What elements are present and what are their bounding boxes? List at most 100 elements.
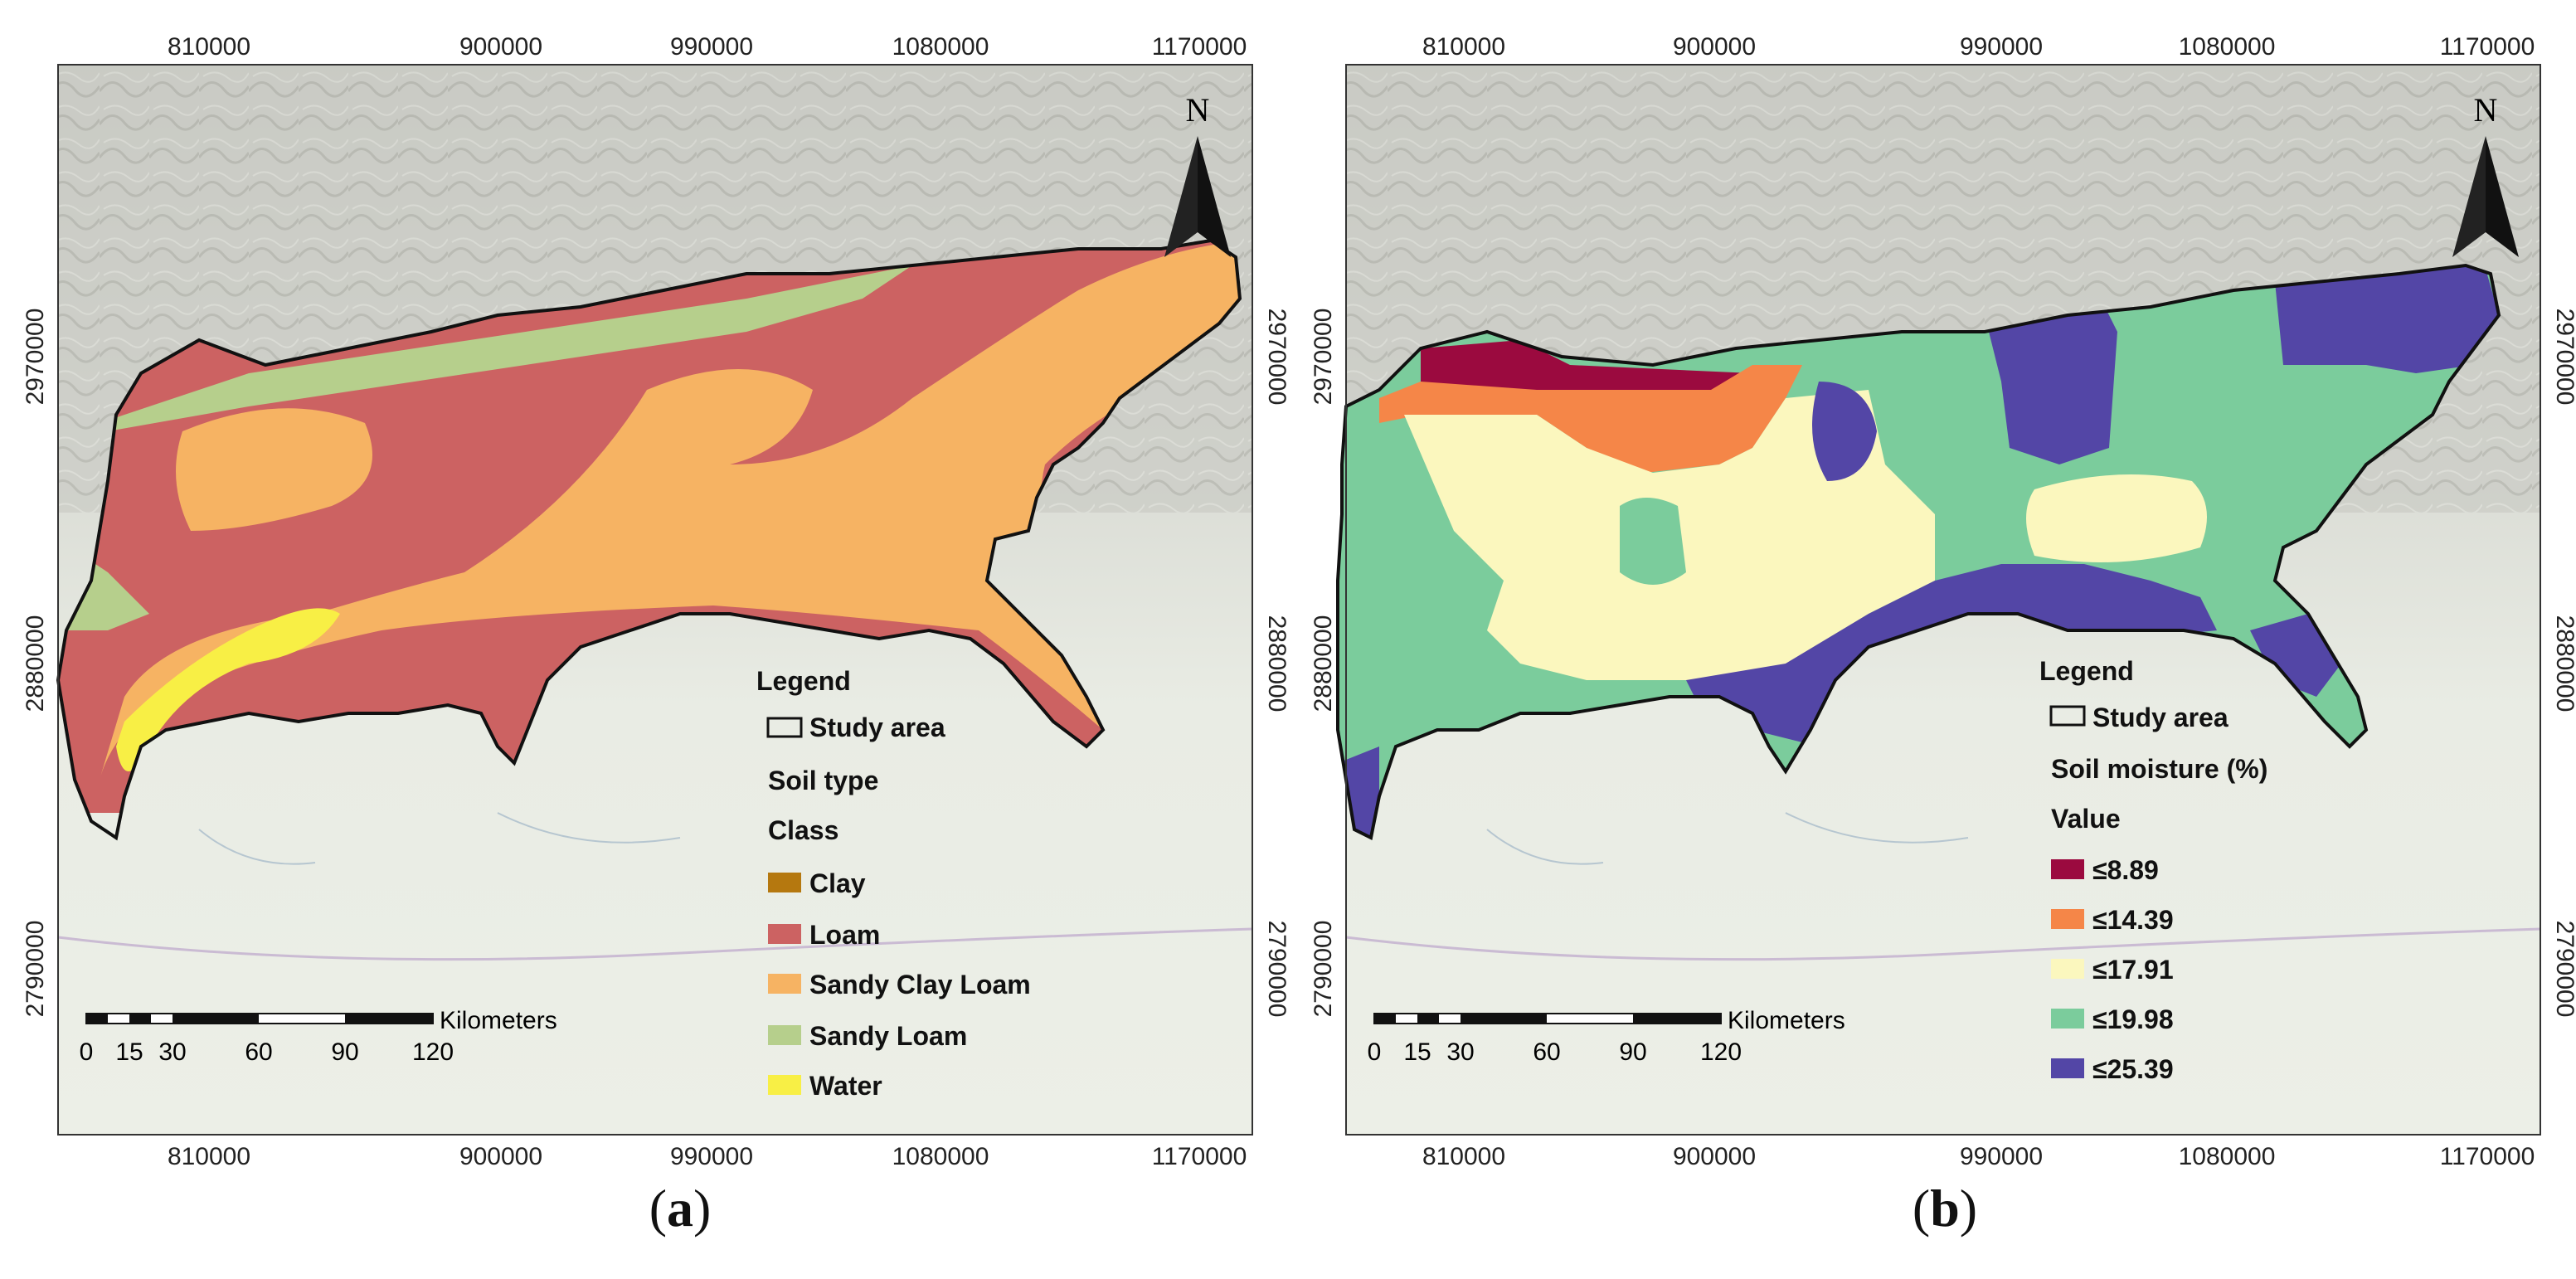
legend-swatch-loam [768, 924, 801, 944]
sandy-clay-loam-west [176, 408, 372, 531]
y-tick-right-1b: 2970000 [2551, 309, 2576, 406]
x-tick-bottom-3: 990000 [670, 1143, 753, 1170]
legend-swatch-sandy-clay-loam [768, 974, 801, 994]
y-tick-right-1: 2970000 [1263, 309, 1288, 406]
x-tick-top-4b: 1080000 [2179, 33, 2276, 61]
x-tick-top-1b: 810000 [1422, 33, 1505, 61]
legend-swatch-clay [768, 873, 801, 892]
legend-swatch-19-98 [2051, 1009, 2084, 1029]
y-tick-right-2b: 2880000 [2551, 615, 2576, 712]
moisture-25-39-patch-3 [2275, 265, 2499, 373]
x-tick-top-2: 900000 [459, 33, 542, 61]
caption-b-letter: b [1930, 1179, 1960, 1238]
legend-a: Legend Study area Soil type Class Clay L… [756, 666, 1031, 1101]
x-tick-top-3: 990000 [670, 33, 753, 61]
legend-field-title-a: Class [768, 815, 838, 845]
x-tick-top-1: 810000 [168, 33, 250, 61]
north-arrow-b: N [2452, 91, 2519, 257]
map-frame-b [1345, 64, 2541, 1136]
moisture-17-91-east [2026, 474, 2207, 562]
legend-label-water: Water [809, 1071, 882, 1101]
y-tick-left-3b: 2790000 [1310, 921, 1337, 1018]
scale-seg-3b [1461, 1014, 1547, 1024]
y-tick-left-3: 2790000 [22, 921, 49, 1018]
x-tick-top-4: 1080000 [892, 33, 989, 61]
caption-a-letter: a [667, 1179, 693, 1238]
rivers-b [1486, 812, 1969, 865]
study-area-outline-b [1336, 263, 2501, 840]
north-label-a: N [1186, 91, 1210, 129]
caption-a: (a) [597, 1178, 763, 1239]
north-arrow-left-b [2452, 136, 2486, 257]
legend-swatch-25-39 [2051, 1058, 2084, 1078]
y-ticks-a: 2970000 2880000 2790000 2970000 2880000 … [22, 309, 1288, 1018]
scale-tick-a-0: 0 [80, 1038, 94, 1066]
legend-field-title-b: Value [2051, 804, 2121, 834]
north-arrow-left-a [1164, 136, 1198, 257]
scale-seg-2b [1417, 1014, 1439, 1024]
y-tick-right-3b: 2790000 [2551, 921, 2576, 1018]
boundary-line-b [1345, 927, 2541, 961]
scale-seg-4b [1633, 1014, 1721, 1024]
scale-tick-b-15: 15 [1403, 1038, 1431, 1066]
rivers-a [198, 812, 681, 865]
north-arrow-a: N [1164, 91, 1231, 257]
scale-bar-a: Kilometers 0 15 30 60 90 120 [80, 1007, 557, 1066]
moisture-8-89-area [1421, 340, 1752, 390]
scale-unit-b: Kilometers [1728, 1007, 1845, 1034]
y-tick-right-3: 2790000 [1263, 921, 1288, 1018]
legend-label-19-98: ≤19.98 [2092, 1004, 2174, 1034]
caption-b: (b) [1862, 1178, 2028, 1239]
legend-swatch-sandy-loam [768, 1025, 801, 1045]
legend-label-clay: Clay [809, 868, 866, 898]
moisture-25-39-south [1686, 564, 2217, 746]
legend-title-b: Legend [2039, 656, 2134, 686]
scale-tick-b-0: 0 [1368, 1038, 1382, 1066]
x-ticks-b: 810000 900000 990000 1080000 1170000 810… [1422, 33, 2535, 1170]
x-tick-bottom-2b: 900000 [1673, 1143, 1756, 1170]
y-tick-right-2: 2880000 [1263, 615, 1288, 712]
scale-tick-a-60: 60 [245, 1038, 272, 1066]
map-a-svg: 810000 900000 990000 1080000 1170000 810… [22, 33, 1288, 1170]
map-b-svg: 810000 900000 990000 1080000 1170000 810… [1310, 33, 2576, 1170]
caption-a-close: ) [693, 1179, 712, 1238]
scale-ticks-a: 0 15 30 60 90 120 [80, 1038, 454, 1066]
map-frame-a [57, 64, 1253, 1136]
y-tick-left-1: 2970000 [22, 309, 49, 406]
x-tick-bottom-5: 1170000 [1152, 1143, 1247, 1170]
legend-swatch-8-89 [2051, 859, 2084, 879]
moisture-14-39-area [1379, 365, 1802, 473]
legend-study-swatch-a [766, 717, 803, 738]
legend-layer-title-b: Soil moisture (%) [2051, 754, 2267, 784]
x-tick-bottom-3b: 990000 [1960, 1143, 2043, 1170]
legend-label-8-89: ≤8.89 [2092, 855, 2159, 885]
scale-tick-b-30: 30 [1446, 1038, 1474, 1066]
scale-unit-a: Kilometers [440, 1007, 557, 1034]
study-area-outline-a [56, 238, 1242, 841]
x-tick-bottom-1b: 810000 [1422, 1143, 1505, 1170]
scale-bar-b: Kilometers 0 15 30 60 90 120 [1368, 1007, 1845, 1066]
x-tick-bottom-2: 900000 [459, 1143, 542, 1170]
scale-tick-b-120: 120 [1700, 1038, 1742, 1066]
x-ticks-a: 810000 900000 990000 1080000 1170000 810… [168, 33, 1247, 1170]
moisture-25-39-patch-1 [1812, 382, 1877, 481]
legend-swatch-17-91 [2051, 959, 2084, 979]
north-arrow-right-b [2486, 136, 2519, 257]
moisture-25-39-patch-2 [1985, 299, 2117, 464]
legend-label-25-39: ≤25.39 [2092, 1054, 2174, 1084]
x-tick-bottom-4: 1080000 [892, 1143, 989, 1170]
scale-tick-a-120: 120 [412, 1038, 454, 1066]
legend-label-loam: Loam [809, 920, 880, 950]
caption-a-open: ( [649, 1179, 667, 1238]
map-panel-a: 810000 900000 990000 1080000 1170000 810… [22, 33, 1288, 1239]
x-tick-bottom-4b: 1080000 [2179, 1143, 2276, 1170]
legend-title-a: Legend [756, 666, 851, 696]
scale-tick-a-30: 30 [158, 1038, 186, 1066]
caption-b-open: ( [1912, 1179, 1931, 1238]
y-tick-left-2: 2880000 [22, 615, 49, 712]
legend-label-17-91: ≤17.91 [2092, 955, 2174, 985]
x-tick-bottom-1: 810000 [168, 1143, 250, 1170]
scale-tick-a-90: 90 [331, 1038, 358, 1066]
north-label-b: N [2474, 91, 2498, 129]
scale-tick-a-15: 15 [115, 1038, 143, 1066]
